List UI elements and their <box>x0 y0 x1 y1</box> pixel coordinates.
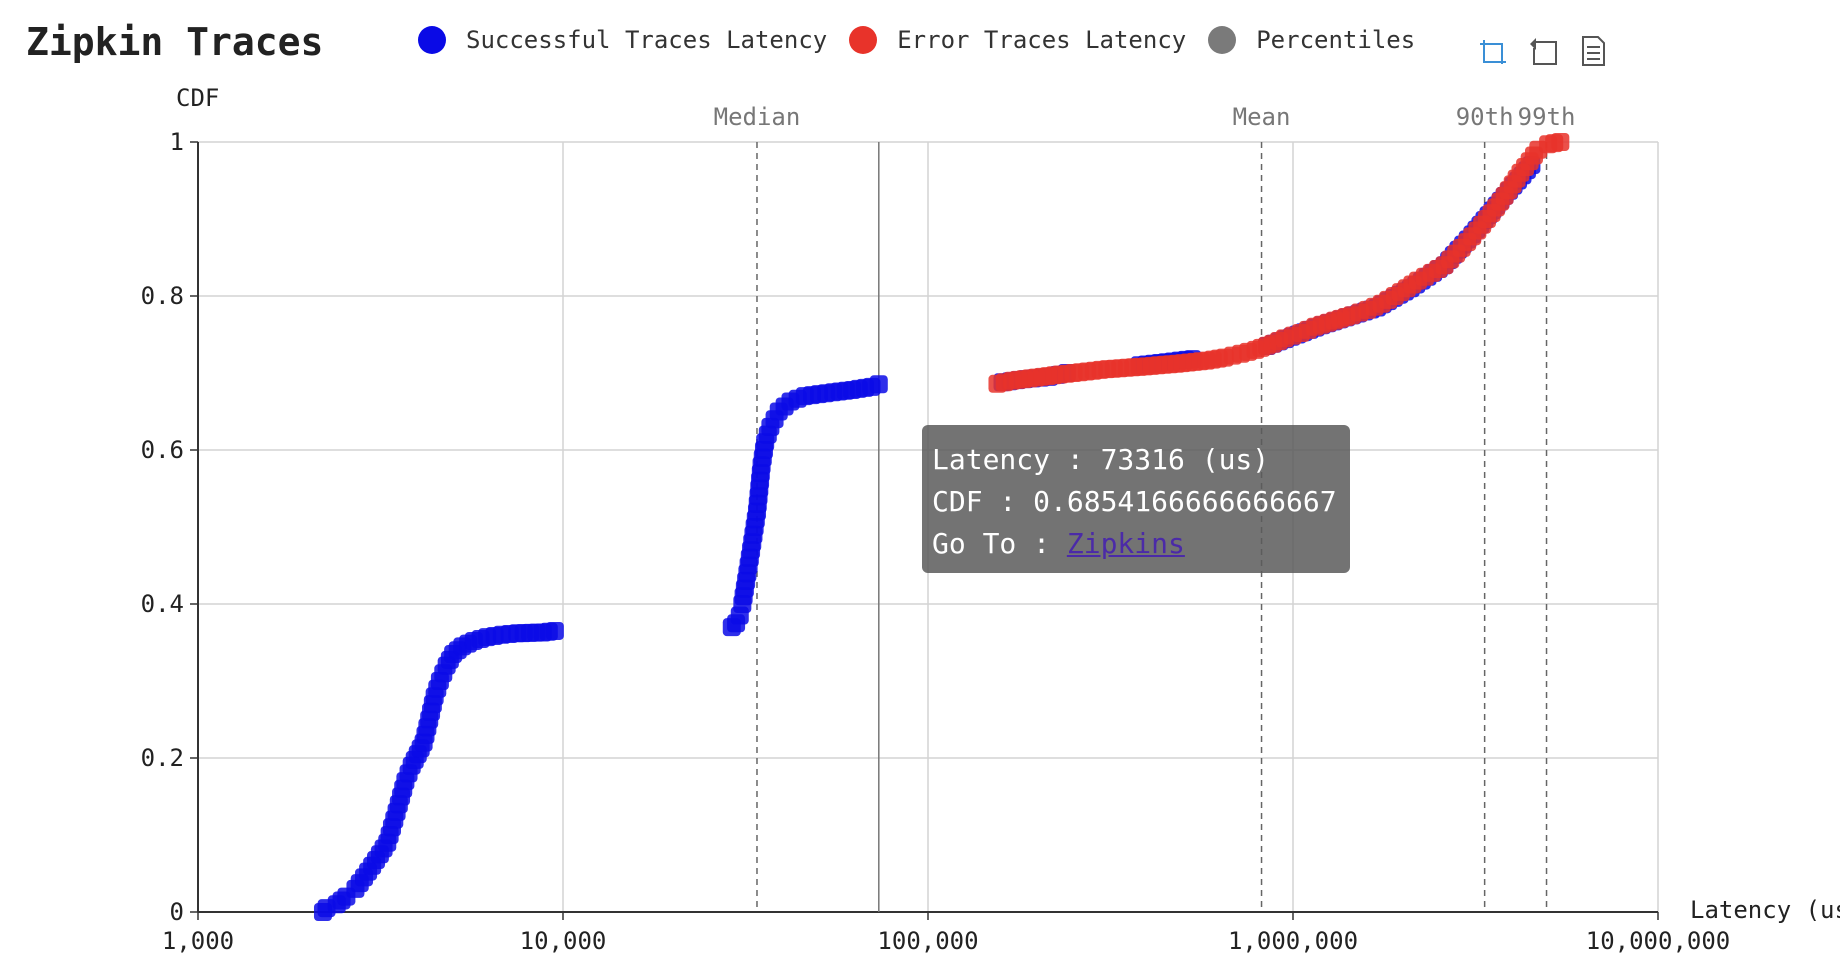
percentile-label: Mean <box>1233 103 1291 131</box>
x-tick-label: 10,000,000 <box>1586 927 1731 955</box>
legend-label-successful: Successful Traces Latency <box>466 26 828 54</box>
legend-item-error[interactable]: Error Traces Latency <box>849 26 1186 54</box>
y-tick-label: 0.6 <box>141 436 184 464</box>
percentile-label: 99th <box>1518 103 1576 131</box>
legend-dot-successful <box>418 26 446 54</box>
legend-label-error: Error Traces Latency <box>897 26 1187 54</box>
zoom-reset-icon[interactable] <box>1526 34 1560 68</box>
legend-item-successful[interactable]: Successful Traces Latency <box>418 26 827 54</box>
legend-dot-error <box>849 26 878 54</box>
legend: Successful Traces Latency Error Traces L… <box>418 26 1437 54</box>
chart-title: Zipkin Traces <box>26 20 324 64</box>
y-tick-label: 1 <box>170 128 184 156</box>
x-tick-label: 1,000,000 <box>1228 927 1358 955</box>
legend-dot-percentiles <box>1208 26 1237 54</box>
x-axis-label: Latency (us) <box>1690 896 1840 924</box>
legend-label-percentiles: Percentiles <box>1256 26 1416 54</box>
zoom-icon[interactable] <box>1476 34 1510 68</box>
y-tick-label: 0 <box>170 898 184 926</box>
successful-point <box>545 621 564 640</box>
zipkins-link[interactable]: Zipkins <box>1066 527 1185 560</box>
tooltip-latency: Latency : 73316 (us) <box>932 443 1270 476</box>
y-tick-label: 0.4 <box>141 590 184 618</box>
successful-point <box>869 375 888 394</box>
legend-item-percentiles[interactable]: Percentiles <box>1208 26 1415 54</box>
tooltip-goto: Go To : Zipkins <box>932 523 1340 565</box>
y-tick-label: 0.2 <box>141 744 184 772</box>
tooltip: Latency : 73316 (us) CDF : 0.68541666666… <box>922 425 1350 573</box>
tooltip-goto-prefix: Go To : <box>932 527 1067 560</box>
percentile-label: Median <box>714 103 801 131</box>
x-tick-label: 100,000 <box>877 927 978 955</box>
tooltip-cdf: CDF : 0.6854166666666667 <box>932 485 1337 518</box>
percentile-label: 90th <box>1456 103 1514 131</box>
toolbox <box>1476 34 1626 68</box>
data-view-icon[interactable] <box>1576 34 1610 68</box>
x-tick-label: 1,000 <box>162 927 234 955</box>
x-tick-label: 10,000 <box>520 927 607 955</box>
y-tick-label: 0.8 <box>141 282 184 310</box>
error-point <box>1551 133 1570 151</box>
y-axis-label: CDF <box>176 84 219 112</box>
